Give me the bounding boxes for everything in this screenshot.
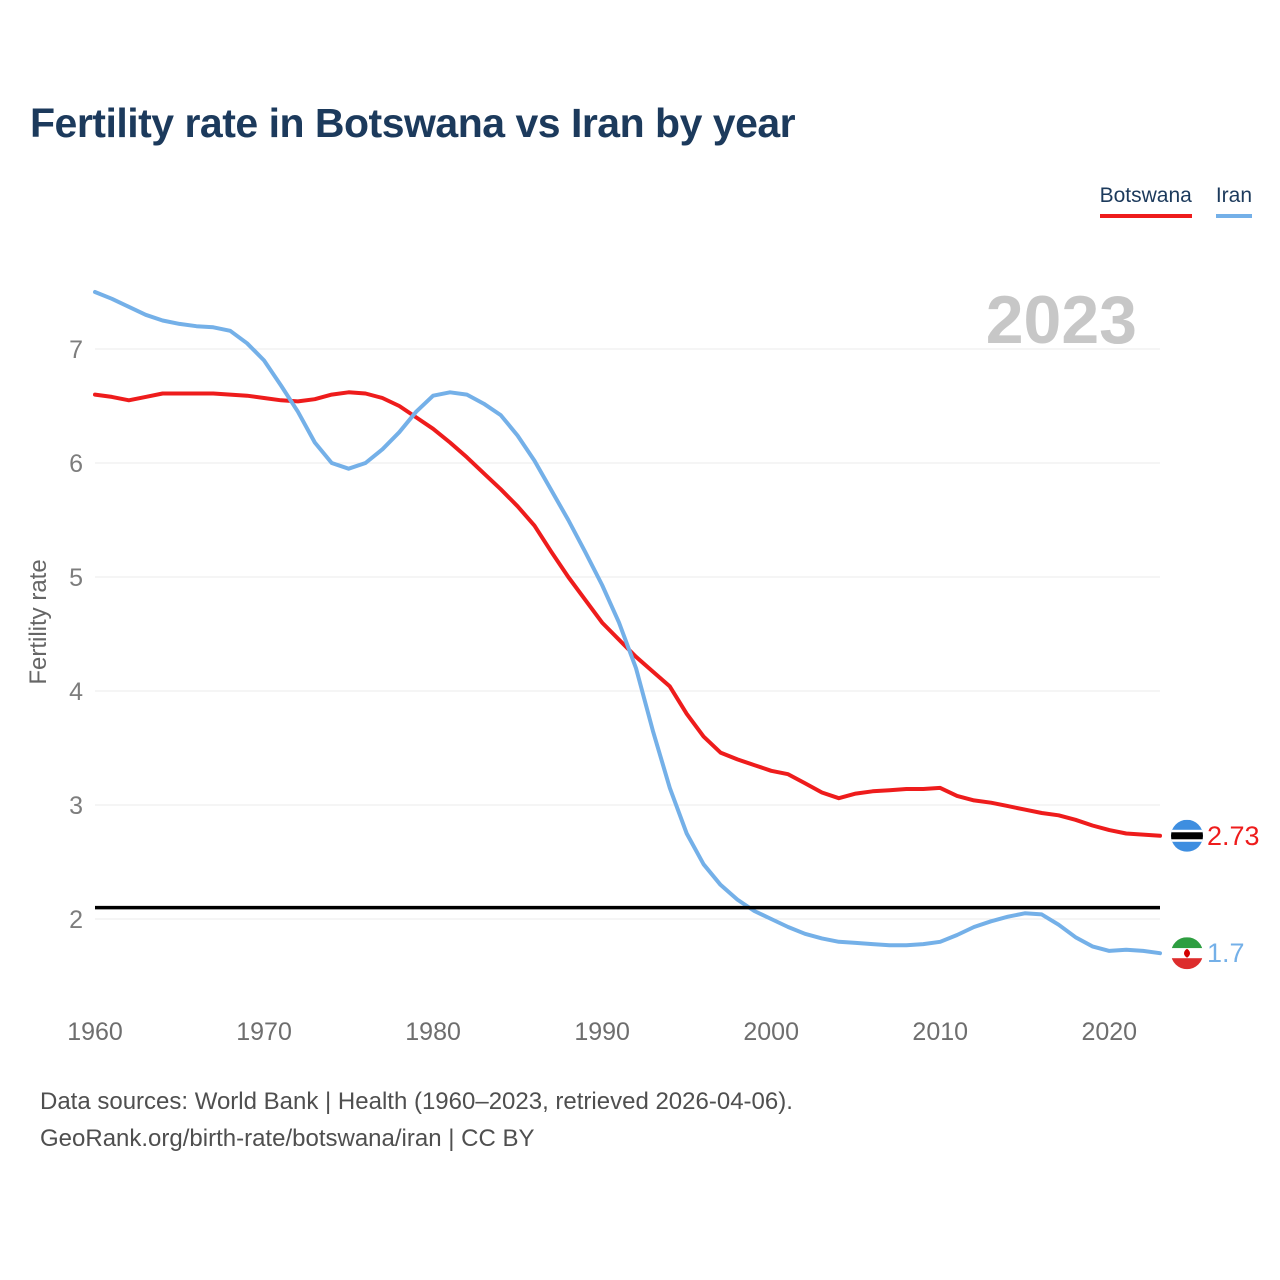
x-tick-label-1990: 1990 xyxy=(574,1018,630,1046)
page-title: Fertility rate in Botswana vs Iran by ye… xyxy=(30,100,796,146)
footer: Data sources: World Bank | Health (1960–… xyxy=(40,1083,793,1157)
y-tick-label-4: 4 xyxy=(69,678,83,706)
y-axis-title: Fertility rate xyxy=(25,559,52,684)
y-tick-label-6: 6 xyxy=(69,450,83,478)
series-line-iran xyxy=(93,290,1162,956)
x-tick-label-1960: 1960 xyxy=(67,1018,123,1046)
y-tick-label-3: 3 xyxy=(69,792,83,820)
x-tick-label-2010: 2010 xyxy=(912,1018,968,1046)
y-tick-label-5: 5 xyxy=(69,564,83,592)
botswana-flag-icon xyxy=(1171,819,1203,852)
legend-item-botswana[interactable]: Botswana xyxy=(1099,184,1192,219)
x-tick-label-2020: 2020 xyxy=(1081,1018,1137,1046)
footer-data-sources: Data sources: World Bank | Health (1960–… xyxy=(40,1088,793,1115)
series-line-botswana xyxy=(93,390,1162,838)
end-value-label-iran: 1.7 xyxy=(1207,938,1245,968)
x-tick-label-1980: 1980 xyxy=(405,1018,461,1046)
legend-item-iran[interactable]: Iran xyxy=(1215,184,1252,219)
chart-watermark: 2023 xyxy=(986,282,1137,358)
legend: Botswana Iran xyxy=(1099,184,1252,219)
iran-flag-icon xyxy=(1171,937,1203,970)
y-tick-label-7: 7 xyxy=(69,336,83,364)
x-tick-label-1970: 1970 xyxy=(236,1018,292,1046)
end-value-label-botswana: 2.73 xyxy=(1207,821,1260,851)
x-tick-label-2000: 2000 xyxy=(743,1018,799,1046)
y-tick-label-2: 2 xyxy=(69,906,83,934)
footer-attribution-link: GeoRank.org/birth-rate/botswana/iran | C… xyxy=(40,1125,535,1153)
